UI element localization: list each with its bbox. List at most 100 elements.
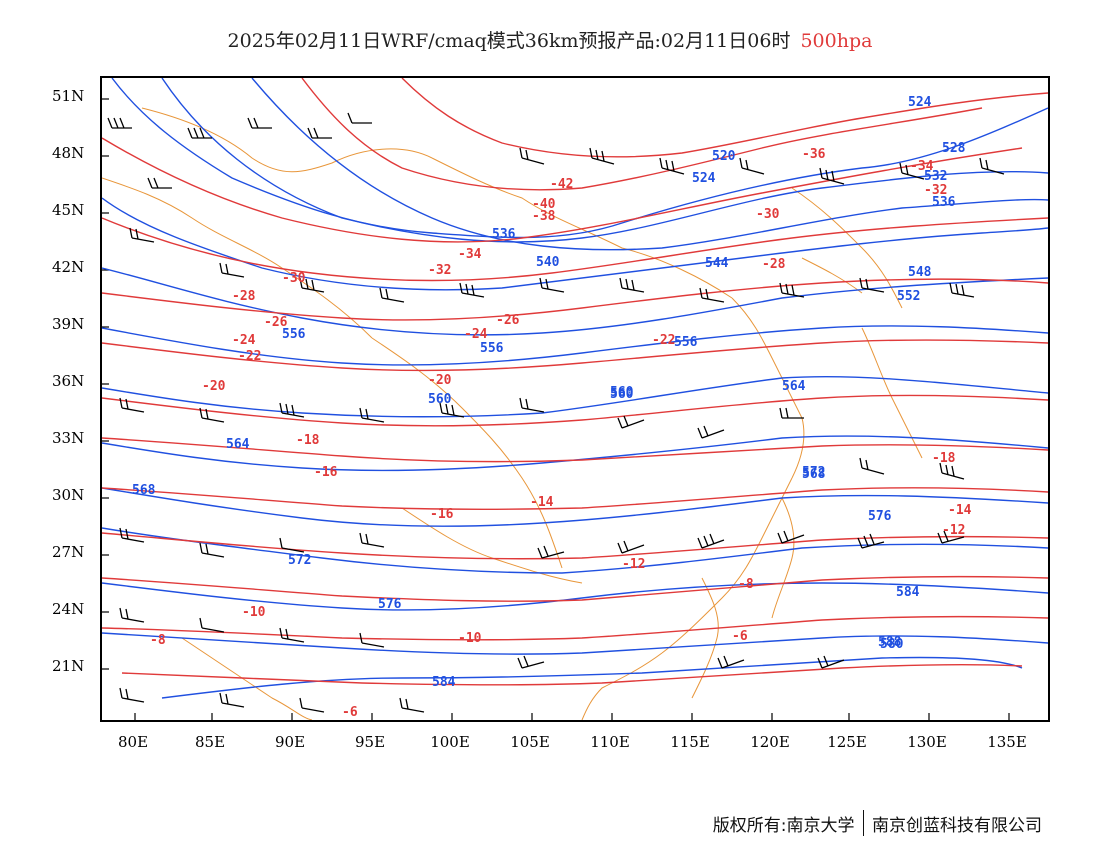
temp-label: -42 <box>550 177 573 192</box>
lon-label: 90E <box>274 733 306 751</box>
footer-company: 南京创蓝科技有限公司 <box>872 815 1042 836</box>
lat-label: 39N <box>52 315 85 333</box>
height-label: 544 <box>705 256 729 271</box>
temp-label: -6 <box>732 629 748 644</box>
lon-label: 105E <box>510 733 550 751</box>
height-label: 540 <box>536 255 560 270</box>
temp-label: -14 <box>530 495 554 510</box>
temp-label: -32 <box>924 183 947 198</box>
height-label: 556 <box>480 341 504 356</box>
height-label: 536 <box>492 227 516 242</box>
height-label: 568 <box>802 467 826 482</box>
height-label: 580 <box>880 637 904 652</box>
temp-label: -14 <box>948 503 972 518</box>
temp-label: -34 <box>910 159 934 174</box>
temp-label: -6 <box>342 705 358 720</box>
temp-label: -34 <box>458 247 482 262</box>
temp-label: -20 <box>428 373 452 388</box>
temp-label: -26 <box>496 313 520 328</box>
height-label: 572 <box>802 465 825 480</box>
temp-label: -8 <box>150 633 166 648</box>
lat-label: 42N <box>52 258 85 276</box>
height-label: 572 <box>288 553 311 568</box>
lon-label: 120E <box>750 733 790 751</box>
height-label: 584 <box>432 675 456 690</box>
footer-divider <box>862 810 864 836</box>
height-label: 524 <box>908 95 932 110</box>
lon-label: 115E <box>670 733 710 751</box>
height-label: 524 <box>692 171 716 186</box>
lat-label: 21N <box>52 657 85 675</box>
lat-label: 36N <box>52 372 85 390</box>
height-label: 556 <box>674 335 698 350</box>
lon-label: 110E <box>590 733 630 751</box>
lon-label: 100E <box>430 733 470 751</box>
map-title: 2025年02月11日WRF/cmaq模式36km预报产品:02月11日06时 5… <box>0 26 1100 53</box>
temp-label: -20 <box>202 379 226 394</box>
lat-label: 33N <box>52 429 85 447</box>
height-label: 568 <box>132 483 156 498</box>
height-label: 564 <box>226 437 250 452</box>
footer: 版权所有:南京大学 南京创蓝科技有限公司 <box>713 810 1042 836</box>
temp-label: -40 <box>532 197 556 212</box>
height-label: 576 <box>868 509 892 524</box>
height-label: 588 <box>878 635 902 650</box>
height-label: 528 <box>942 141 966 156</box>
temp-label: -36 <box>802 147 826 162</box>
title-main: 2025年02月11日WRF/cmaq模式36km预报产品:02月11日06时 <box>227 30 791 52</box>
lon-label: 85E <box>194 733 226 751</box>
height-label: 536 <box>932 195 956 210</box>
temp-label: -22 <box>652 333 675 348</box>
height-label: 560 <box>428 392 452 407</box>
height-label: 564 <box>782 379 806 394</box>
lon-label: 95E <box>354 733 386 751</box>
temp-label: -26 <box>264 315 288 330</box>
temp-label: -24 <box>232 333 256 348</box>
temp-label: -10 <box>458 631 482 646</box>
lat-label: 24N <box>52 600 85 618</box>
coastlines <box>102 107 923 720</box>
temp-label: -32 <box>428 263 451 278</box>
temp-label: -18 <box>296 433 320 448</box>
temp-label: -30 <box>282 271 306 286</box>
lat-label: 27N <box>52 543 85 561</box>
temperature-contours <box>102 78 1048 686</box>
temp-label: -12 <box>622 557 645 572</box>
height-label: 584 <box>896 585 920 600</box>
lat-label: 48N <box>52 144 85 162</box>
temp-label: -30 <box>756 207 780 222</box>
lat-label: 45N <box>52 201 85 219</box>
lat-label: 51N <box>52 87 85 105</box>
lon-label: 80E <box>117 733 149 751</box>
temp-label: -22 <box>238 349 261 364</box>
temp-label: -16 <box>430 507 454 522</box>
height-contour-labels: 524 520 524 528 532 536 536 540 544 548 … <box>132 95 966 690</box>
height-label: 520 <box>712 149 736 164</box>
height-label: 556 <box>282 327 306 342</box>
lon-label: 125E <box>827 733 867 751</box>
wind-barbs <box>107 112 1005 713</box>
temp-label: -38 <box>532 209 556 224</box>
map-canvas: 524 520 524 528 532 536 536 540 544 548 … <box>102 78 1048 720</box>
temp-label: -16 <box>314 465 338 480</box>
map-frame: 524 520 524 528 532 536 536 540 544 548 … <box>100 76 1050 722</box>
temp-label: -18 <box>932 451 956 466</box>
temperature-contour-labels: -36 -34 -32 -30 -28 -26 -24 -22 -20 -18 … <box>150 147 972 720</box>
temp-label: -28 <box>762 257 786 272</box>
height-label: 552 <box>897 289 920 304</box>
lon-label: 135E <box>987 733 1027 751</box>
height-label: 560 <box>610 385 634 400</box>
height-label: 560 <box>610 387 634 402</box>
temp-label: -24 <box>464 327 488 342</box>
footer-copyright: 版权所有:南京大学 <box>712 815 855 836</box>
temp-label: -10 <box>242 605 266 620</box>
height-label: 548 <box>908 265 932 280</box>
axis-ticks <box>102 98 1010 720</box>
temp-label: -12 <box>942 523 965 538</box>
lat-label: 30N <box>52 486 85 504</box>
lon-label: 130E <box>907 733 947 751</box>
temp-label: -8 <box>738 577 754 592</box>
height-contours <box>102 78 1048 699</box>
title-level: 500hpa <box>800 30 873 52</box>
height-label: 532 <box>924 169 947 184</box>
